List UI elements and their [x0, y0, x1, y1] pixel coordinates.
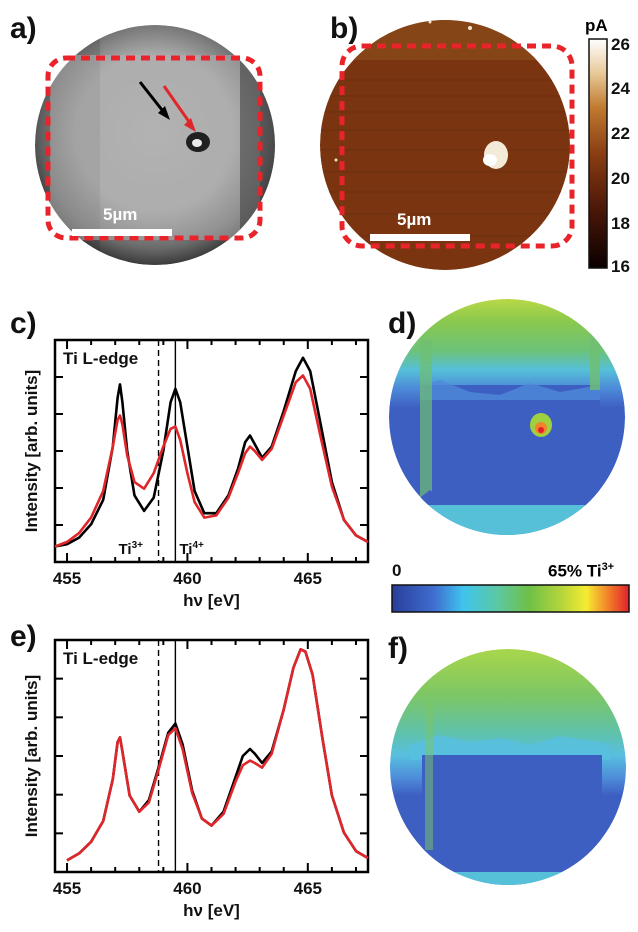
- pa-tick-24: 24: [611, 79, 630, 98]
- annotation-ti-l-edge: Ti L-edge: [63, 349, 138, 368]
- panel-label-b: b): [330, 12, 359, 45]
- series-line-1: [66, 648, 369, 862]
- scale-bar-label-b: 5µm: [397, 210, 432, 229]
- x-tick-label: 455: [53, 569, 81, 588]
- panel-label-a: a): [10, 12, 37, 45]
- vline-label: Ti3+: [119, 540, 144, 558]
- ti-colorbar-min: 0: [392, 561, 402, 580]
- chart-e: 455 460 465 Ti L-edge hν [eV] Intensity [arb.…: [22, 638, 370, 920]
- pa-colorbar: [588, 38, 608, 269]
- dashed-frame-a: [45, 55, 263, 241]
- ti-colorbar-max-sup: 3+: [601, 561, 615, 573]
- x-tick-label: 460: [173, 569, 201, 588]
- ti-colorbar-max: 65% Ti3+: [548, 561, 614, 582]
- ti-colorbar: [391, 584, 630, 613]
- pa-tick-16: 16: [611, 257, 630, 276]
- x-axis-title: hν [eV]: [183, 591, 240, 610]
- x-axis-title: hν [eV]: [183, 901, 240, 920]
- panel-b-image: [320, 20, 575, 270]
- x-tick-label: 455: [53, 879, 81, 898]
- annotation-ti-l-edge: Ti L-edge: [63, 649, 138, 668]
- panel-label-d: d): [388, 307, 417, 340]
- panel-d-image: [389, 299, 625, 535]
- plot-frame: [53, 338, 370, 564]
- scale-bar-a: [72, 229, 172, 236]
- pa-tick-18: 18: [611, 214, 630, 233]
- pa-colorbar-unit: pA: [585, 16, 608, 35]
- chart-c: 455 460 465 Ti L-edge Ti3+ Ti4+ hν [eV] Intensi…: [22, 338, 370, 610]
- y-axis-title: Intensity [arb. units]: [22, 370, 41, 532]
- plot-frame: [53, 638, 370, 874]
- panel-label-f: f): [388, 632, 408, 665]
- vline-label-sup: 3+: [132, 540, 144, 551]
- vline-label: Ti4+: [179, 540, 204, 558]
- vline-label-sup: 4+: [192, 540, 204, 551]
- pa-tick-26: 26: [611, 35, 630, 54]
- panel-label-e: e): [10, 620, 37, 653]
- series-line-0: [66, 648, 369, 862]
- panel-label-c: c): [10, 307, 37, 340]
- pa-tick-22: 22: [611, 124, 630, 143]
- x-tick-label: 460: [173, 879, 201, 898]
- ti-colorbar-max-text: 65% Ti: [548, 561, 602, 581]
- series-line-1: [54, 374, 369, 548]
- panel-a-image: [35, 25, 275, 265]
- red-arrow: [162, 85, 194, 127]
- pa-tick-20: 20: [611, 169, 630, 188]
- panel-f-image: [390, 649, 626, 885]
- y-axis-title: Intensity [arb. units]: [22, 675, 41, 837]
- series-line-0: [54, 356, 369, 548]
- dashed-frame-b: [339, 43, 575, 249]
- x-tick-label: 465: [294, 569, 322, 588]
- x-tick-label: 465: [294, 879, 322, 898]
- scale-bar-b: [370, 234, 470, 241]
- scale-bar-label-a: 5µm: [103, 205, 138, 224]
